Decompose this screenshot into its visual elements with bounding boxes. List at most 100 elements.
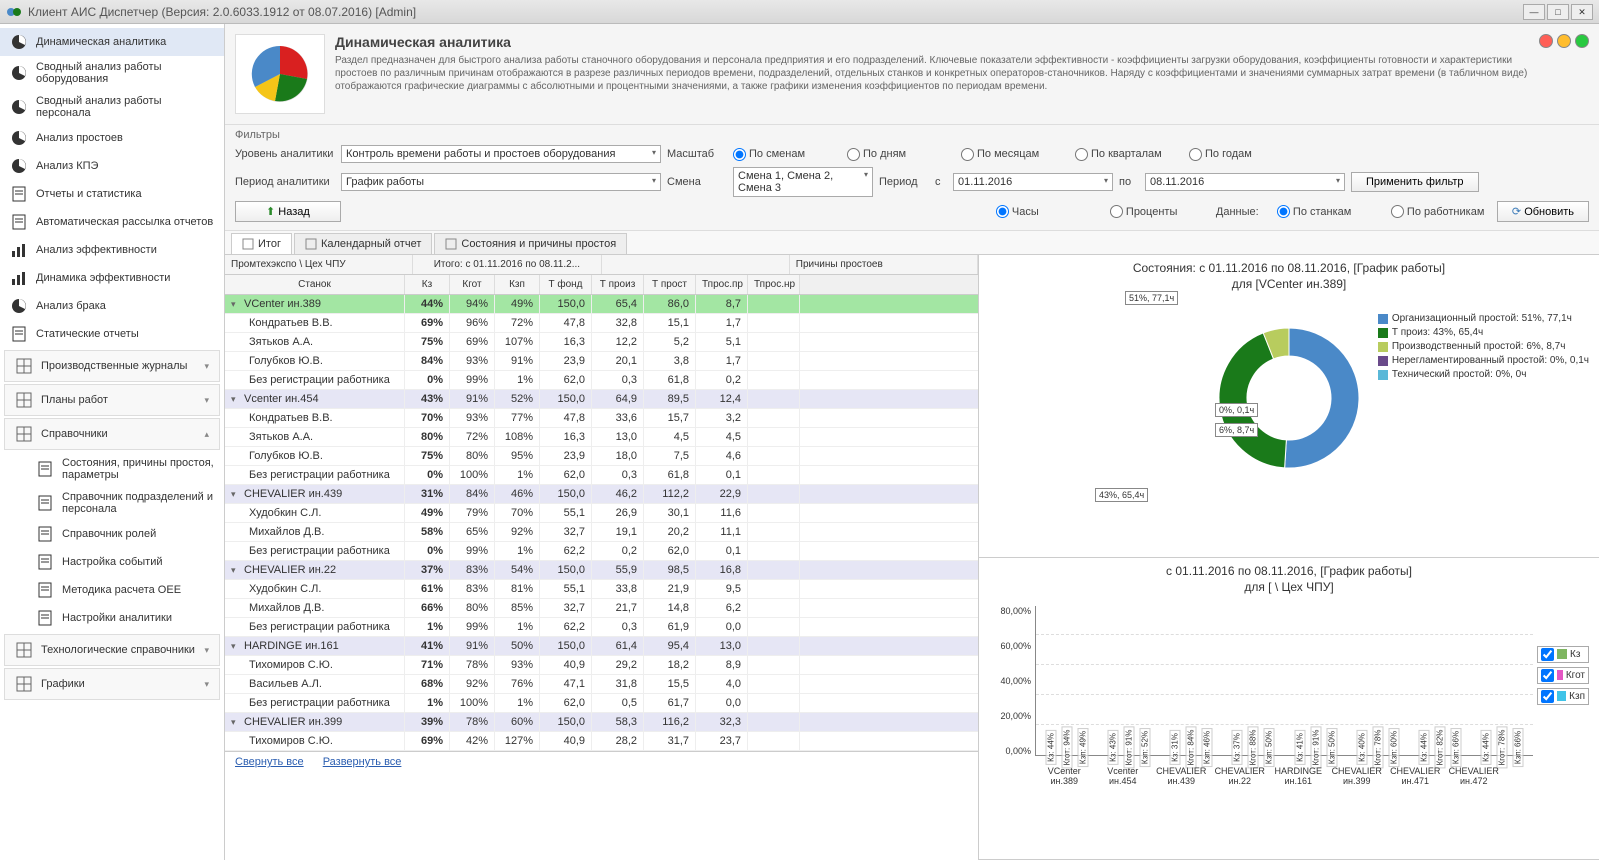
donut-callout: 51%, 77,1ч [1125,291,1178,305]
scale-radio-По дням[interactable]: По дням [847,148,947,161]
level-select[interactable]: Контроль времени работы и простоев обору… [341,145,661,163]
from-date[interactable]: 01.11.2016 [953,173,1113,191]
apply-filter-button[interactable]: Применить фильтр [1351,172,1479,192]
section-refs[interactable]: Справочники▴ [4,418,220,450]
nav-defects[interactable]: Анализ брака [0,292,224,320]
collapse-all-link[interactable]: Свернуть все [235,756,304,768]
table-row[interactable]: Без регистрации работника0%99%1%62,20,26… [225,542,978,561]
data-radio-По станкам[interactable]: По станкам [1277,205,1377,218]
section-work-plans[interactable]: Планы работ▾ [4,384,220,416]
col-Т произ[interactable]: Т произ [592,275,644,294]
donut-chart [1189,298,1389,498]
nav-static-reports[interactable]: Статические отчеты [0,320,224,348]
table-row[interactable]: Без регистрации работника0%100%1%62,00,3… [225,466,978,485]
nav-states-ref[interactable]: Состояния, причины простоя, параметры [0,452,224,486]
scale-radio-По кварталам[interactable]: По кварталам [1075,148,1175,161]
table-row[interactable]: Тихомиров С.Ю.69%42%127%40,928,231,723,7 [225,732,978,751]
donut-callout: 0%, 0,1ч [1215,403,1258,417]
table-group-row[interactable]: ▾CHEVALIER ин.39939%78%60%150,058,3116,2… [225,713,978,732]
col-Тпрос.нр[interactable]: Тпрос.нр [748,275,800,294]
table-row[interactable]: Кондратьев В.В.69%96%72%47,832,815,11,7 [225,314,978,333]
table-row[interactable]: Васильев А.Л.68%92%76%47,131,815,54,0 [225,675,978,694]
table-row[interactable]: Голубков Ю.В.84%93%91%23,920,13,81,7 [225,352,978,371]
col-Кз[interactable]: Кз [405,275,450,294]
col-machine[interactable]: Станок [225,275,405,294]
table-row[interactable]: Михайлов Д.В.58%65%92%32,719,120,211,1 [225,523,978,542]
nav-analytics-ref[interactable]: Настройки аналитики [0,604,224,632]
table-group-row[interactable]: ▾Vcenter ин.45443%91%52%150,064,989,512,… [225,390,978,409]
table-row[interactable]: Без регистрации работника1%100%1%62,00,5… [225,694,978,713]
unit-radio-Часы[interactable]: Часы [996,205,1096,218]
col-Кзп[interactable]: Кзп [495,275,540,294]
from-label: с [935,176,947,188]
refresh-button[interactable]: ⟳ Обновить [1497,201,1589,222]
section-prod-journals[interactable]: Производственные журналы▾ [4,350,220,382]
chevron-icon: ▴ [204,429,209,440]
col-Т фонд[interactable]: Т фонд [540,275,592,294]
col-Т прост[interactable]: Т прост [644,275,696,294]
col-Кгот[interactable]: Кгот [450,275,495,294]
tab-summary[interactable]: Итог [231,233,292,254]
nav-downtime[interactable]: Анализ простоев [0,124,224,152]
tab-states[interactable]: Состояния и причины простоя [434,233,627,254]
table-row[interactable]: Кондратьев В.В.70%93%77%47,833,615,73,2 [225,409,978,428]
expand-all-link[interactable]: Развернуть все [323,756,402,768]
scale-radio-По месяцам[interactable]: По месяцам [961,148,1061,161]
table-row[interactable]: Худобкин С.Л.61%83%81%55,133,821,99,5 [225,580,978,599]
table-row[interactable]: Голубков Ю.В.75%80%95%23,918,07,54,6 [225,447,978,466]
legend-item: Т произ: 43%, 65,4ч [1378,327,1589,338]
tab-icon [445,238,457,250]
bar-y-axis: 80,00%60,00%40,00%20,00%0,00% [985,596,1035,786]
bar-legend-item[interactable]: Кгот [1537,667,1589,684]
nav-eff-dynamics[interactable]: Динамика эффективности [0,264,224,292]
maximize-button[interactable]: □ [1547,4,1569,20]
data-radio-По работникам[interactable]: По работникам [1391,205,1491,218]
table-row[interactable]: Худобкин С.Л.49%79%70%55,126,930,111,6 [225,504,978,523]
table-row[interactable]: Михайлов Д.В.66%80%85%32,721,714,86,2 [225,599,978,618]
period-select[interactable]: График работы [341,173,661,191]
minimize-button[interactable]: — [1523,4,1545,20]
nav-efficiency[interactable]: Анализ эффективности [0,236,224,264]
to-date[interactable]: 08.11.2016 [1145,173,1345,191]
back-button[interactable]: ⬆ Назад [235,201,341,222]
section-tech-refs[interactable]: Технологические справочники▾ [4,634,220,666]
table-group-row[interactable]: ▾CHEVALIER ин.43931%84%46%150,046,2112,2… [225,485,978,504]
table-row[interactable]: Без регистрации работника0%99%1%62,00,36… [225,371,978,390]
table-group-row[interactable]: ▾VCenter ин.38944%94%49%150,065,486,08,7 [225,295,978,314]
table-group-row[interactable]: ▾CHEVALIER ин.2237%83%54%150,055,998,516… [225,561,978,580]
header-chart-icon [235,34,325,114]
nav-roles-ref[interactable]: Справочник ролей [0,520,224,548]
nav-events-ref[interactable]: Настройка событий [0,548,224,576]
nav-dyn-analytics[interactable]: Динамическая аналитика [0,28,224,56]
nav-auto-reports[interactable]: Автоматическая рассылка отчетов [0,208,224,236]
col-Тпрос.пр[interactable]: Тпрос.пр [696,275,748,294]
table-group-row[interactable]: ▾HARDINGE ин.16141%91%50%150,061,495,413… [225,637,978,656]
nav-staff-summary[interactable]: Сводный анализ работы персонала [0,90,224,124]
sidebar: Динамическая аналитикаСводный анализ раб… [0,24,225,860]
nav-reports[interactable]: Отчеты и статистика [0,180,224,208]
bar-legend-item[interactable]: Кзп [1537,688,1589,705]
chevron-icon: ▾ [204,395,209,406]
traffic-lights [1539,34,1589,48]
table-row[interactable]: Тихомиров С.Ю.71%78%93%40,929,218,28,9 [225,656,978,675]
table-row[interactable]: Без регистрации работника1%99%1%62,20,36… [225,618,978,637]
close-button[interactable]: ✕ [1571,4,1593,20]
tab-calendar[interactable]: Календарный отчет [294,233,432,254]
nav-equip-summary[interactable]: Сводный анализ работы оборудования [0,56,224,90]
donut-chart-panel: Состояния: с 01.11.2016 по 08.11.2016, [… [979,255,1599,558]
table-row[interactable]: Зятьков А.А.75%69%107%16,312,25,25,1 [225,333,978,352]
nav-oee-ref[interactable]: Методика расчета OEE [0,576,224,604]
table-row[interactable]: Зятьков А.А.80%72%108%16,313,04,54,5 [225,428,978,447]
scale-radio-По сменам[interactable]: По сменам [733,148,833,161]
scale-radio-По годам[interactable]: По годам [1189,148,1289,161]
bar-legend-item[interactable]: Кз [1537,646,1589,663]
nav-kpi[interactable]: Анализ КПЭ [0,152,224,180]
bar-title-2: для [ \ Цех ЧПУ] [985,580,1593,594]
shift-select[interactable]: Смена 1, Смена 2, Смена 3 [733,167,873,197]
status-dot-green [1575,34,1589,48]
app-icon [6,4,22,20]
unit-radio-Проценты[interactable]: Проценты [1110,205,1210,218]
section-charts[interactable]: Графики▾ [4,668,220,700]
nav-dept-ref[interactable]: Справочник подразделений и персонала [0,486,224,520]
doc-icon [36,609,54,627]
